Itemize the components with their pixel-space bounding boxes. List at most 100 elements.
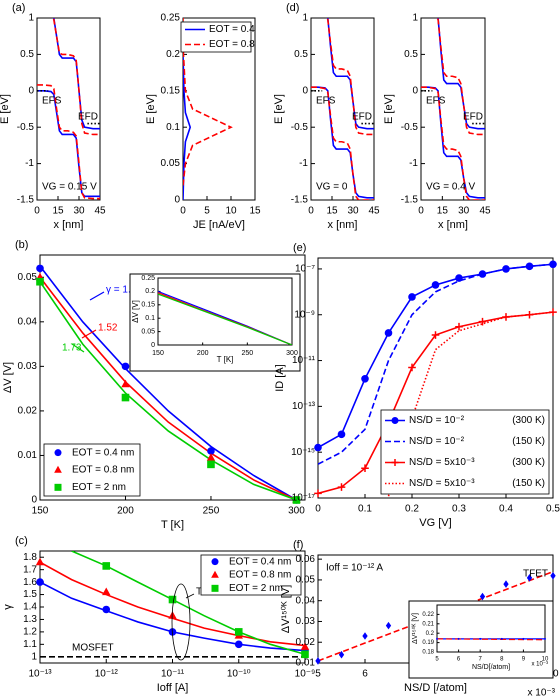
annotation-arrow: [81, 329, 97, 339]
x-tick-label: 10: [542, 657, 549, 663]
marker: [502, 265, 510, 273]
x-axis-label: Ioff [A]: [157, 682, 189, 694]
series-line: [40, 276, 297, 500]
x-tick-label: 30: [347, 206, 359, 217]
marker: [36, 264, 44, 273]
x-tick-label: 200: [197, 350, 209, 357]
marker: [314, 489, 322, 498]
x-tick-label: 15: [326, 206, 338, 217]
series-line: [326, 18, 374, 130]
legend-note: (300 K): [512, 457, 545, 468]
x-tick-label: 45: [479, 206, 491, 217]
marker: [525, 262, 534, 271]
annotation: EFD: [352, 112, 372, 123]
series-line: [40, 265, 297, 500]
x-tick-label: 150: [32, 506, 49, 517]
marker: [362, 632, 368, 640]
y-tick-label: 0.5: [20, 49, 34, 60]
series-line: [311, 86, 374, 200]
y-tick-label: 10⁻⁹: [294, 309, 315, 320]
x-tick-label: 15: [437, 206, 449, 217]
legend-label: EOT = 0.4: [209, 24, 255, 35]
x-tick-label: 0.3: [452, 504, 466, 515]
x-tick-label: 8: [500, 657, 504, 663]
marker: [207, 447, 215, 455]
annotation: x 10⁻³: [531, 662, 548, 668]
legend-label: NS/D = 5x10⁻³: [409, 457, 475, 468]
x-tick-label: 30: [73, 206, 85, 217]
y-tick-label: -1: [299, 158, 308, 169]
legend-box: [380, 409, 550, 495]
y-tick-label: 0: [28, 85, 34, 96]
marker: [54, 483, 62, 491]
y-axis-label: E [eV]: [383, 94, 395, 124]
legend-box: [180, 21, 252, 53]
marker: [479, 637, 482, 640]
y-tick-label: -1: [25, 158, 34, 169]
series-line: [421, 86, 485, 199]
y-tick-label: 0.15: [141, 302, 155, 309]
series-line: [436, 18, 485, 130]
x-axis-label: T [K]: [161, 519, 184, 531]
x-tick-label: 30: [458, 206, 470, 217]
y-tick-label: 1.7: [23, 564, 37, 575]
y-tick-label: 0.03: [296, 616, 316, 627]
marker: [314, 443, 322, 452]
y-tick-label: 0.05: [296, 575, 316, 586]
x-tick-label: 45: [94, 206, 106, 217]
x-tick-label: 0: [308, 206, 314, 217]
marker: [234, 628, 243, 636]
y-tick-label: 0.25: [141, 275, 155, 282]
y-tick-label: 0.2: [145, 288, 155, 295]
marker: [207, 460, 215, 469]
series-line: [387, 311, 553, 497]
annotation: x 10⁻³: [527, 688, 555, 699]
x-tick-label: 10⁻¹²: [95, 669, 119, 680]
y-tick-label: 1.3: [23, 614, 37, 625]
y-tick-label: 0.2: [166, 49, 180, 60]
y-tick-label: 1.8: [23, 552, 37, 563]
y-tick-label: 1: [31, 651, 37, 662]
y-tick-label: -0.5: [401, 122, 419, 133]
plot-area: [183, 18, 233, 200]
y-tick-label: 10⁻¹¹: [292, 355, 316, 366]
marker: [168, 595, 177, 604]
y-axis-label: E [eV]: [273, 94, 285, 124]
legend-label: EOT = 2 nm: [72, 482, 126, 493]
legend-note: (150 K): [512, 436, 545, 447]
x-axis-label: NS/D[/atom]: [472, 664, 510, 671]
marker: [338, 650, 345, 659]
tfet-ellipse: [171, 583, 191, 661]
marker: [361, 374, 369, 383]
marker: [121, 379, 130, 388]
legend-note: (150 K): [512, 478, 545, 489]
y-axis-label: ΔV¹⁵⁰ᴷ [V]: [280, 585, 292, 634]
x-tick-label: 0: [180, 206, 186, 217]
plot-area: [37, 18, 100, 200]
annotation-arrow: [71, 343, 85, 353]
y-axis-label: E [eV]: [145, 94, 157, 124]
marker: [455, 322, 463, 331]
legend-label: EOT = 0.4 nm: [229, 556, 291, 567]
x-tick-label: 0.4: [499, 504, 513, 515]
y-axis-label: ΔV [V]: [2, 362, 14, 393]
x-tick-label: 15: [52, 206, 64, 217]
axes-frame: [436, 604, 546, 653]
marker: [502, 313, 510, 321]
y-tick-label: 0.01: [18, 450, 38, 461]
plot-area: [318, 570, 553, 662]
y-tick-label: 0.05: [141, 328, 155, 335]
marker: [549, 308, 557, 316]
marker: [478, 270, 487, 278]
marker: [121, 393, 130, 402]
marker: [391, 459, 399, 466]
marker: [206, 453, 216, 461]
y-tick-label: 10⁻⁷: [295, 264, 315, 275]
x-axis-label: T [K]: [217, 355, 234, 364]
marker: [54, 465, 62, 473]
annotation: EFD: [463, 112, 483, 123]
marker: [35, 557, 45, 566]
x-axis-label: NS/D [/atom]: [404, 682, 467, 694]
marker: [301, 650, 309, 659]
y-tick-label: 0.22: [422, 612, 434, 618]
